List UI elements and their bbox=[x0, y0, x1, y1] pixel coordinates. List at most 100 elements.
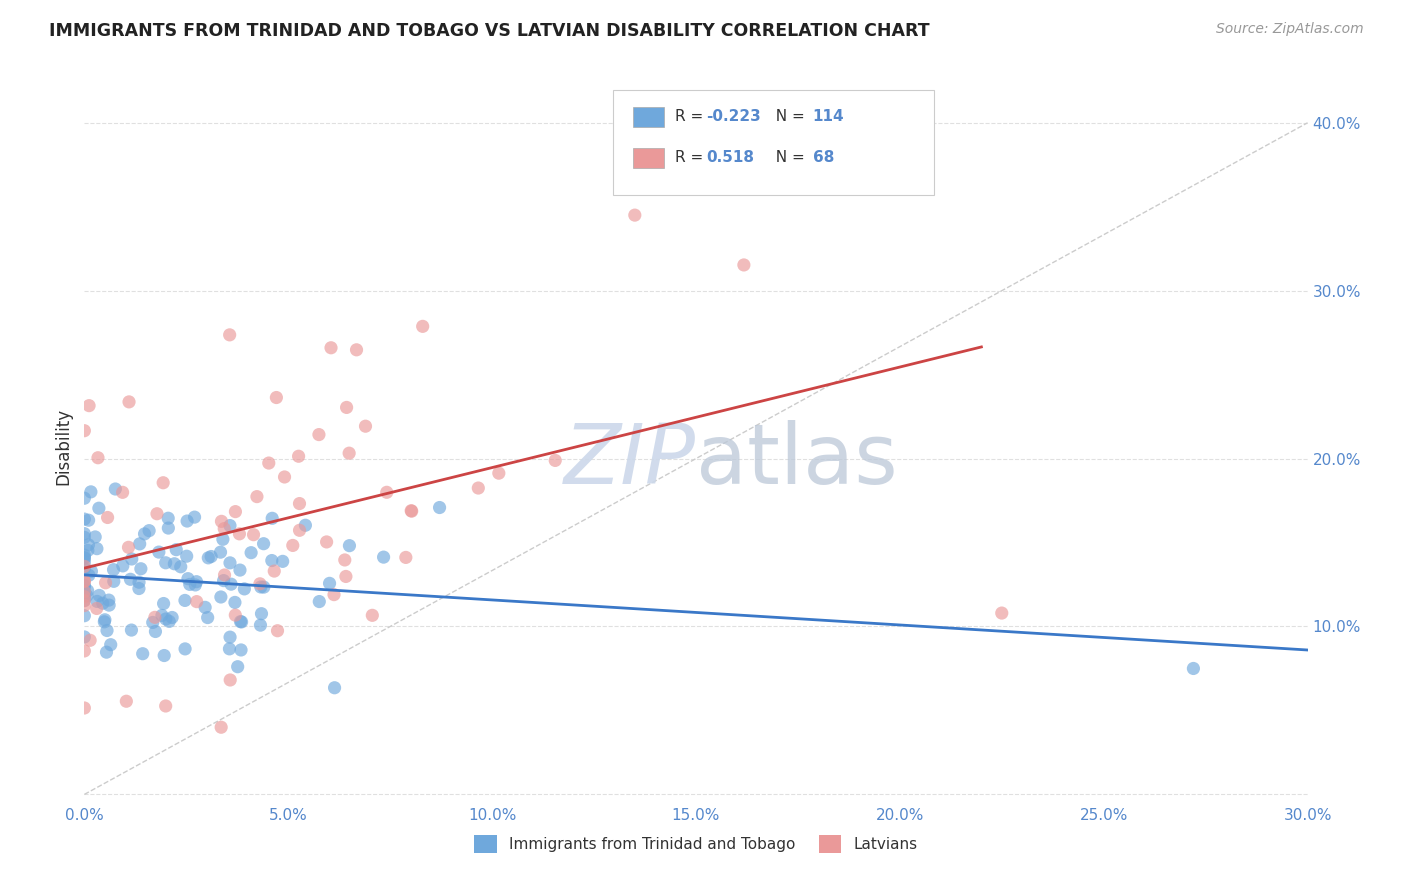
Point bbox=[155, 556, 177, 570]
Text: 114: 114 bbox=[813, 110, 844, 124]
Point bbox=[80, 484, 103, 499]
Point bbox=[103, 574, 125, 589]
Point bbox=[218, 327, 240, 342]
Point bbox=[91, 596, 114, 610]
Point bbox=[229, 615, 252, 629]
Point bbox=[73, 551, 96, 566]
Point bbox=[183, 510, 205, 524]
Point bbox=[84, 530, 107, 544]
Point bbox=[219, 518, 242, 533]
Point bbox=[339, 539, 361, 553]
Point bbox=[73, 530, 96, 544]
Point bbox=[249, 618, 271, 632]
Point bbox=[467, 481, 489, 495]
Point bbox=[288, 524, 311, 538]
Text: IMMIGRANTS FROM TRINIDAD AND TOBAGO VS LATVIAN DISABILITY CORRELATION CHART: IMMIGRANTS FROM TRINIDAD AND TOBAGO VS L… bbox=[49, 22, 929, 40]
Point bbox=[77, 399, 100, 413]
Point bbox=[73, 526, 96, 541]
Point bbox=[266, 391, 288, 405]
Point bbox=[194, 600, 217, 615]
Point bbox=[143, 610, 166, 624]
Point bbox=[249, 576, 271, 591]
Point bbox=[361, 608, 384, 623]
Point bbox=[73, 579, 96, 593]
Point bbox=[77, 568, 100, 582]
Point bbox=[97, 593, 120, 607]
Point bbox=[165, 542, 187, 557]
Point bbox=[73, 548, 96, 562]
Point bbox=[211, 514, 233, 528]
Point bbox=[336, 401, 359, 415]
Point bbox=[250, 607, 273, 621]
Point bbox=[219, 556, 242, 570]
Text: 0.518: 0.518 bbox=[706, 151, 754, 165]
Point bbox=[73, 593, 96, 607]
Point bbox=[219, 630, 242, 644]
Point bbox=[186, 574, 208, 589]
Point bbox=[488, 466, 510, 480]
Point bbox=[176, 549, 198, 564]
Point bbox=[148, 545, 170, 559]
Point bbox=[337, 446, 360, 460]
Point bbox=[200, 549, 222, 564]
Point bbox=[117, 541, 139, 555]
Point bbox=[197, 610, 219, 624]
Point bbox=[111, 558, 134, 573]
Point bbox=[87, 450, 110, 465]
Point bbox=[76, 543, 98, 558]
Point bbox=[152, 475, 174, 490]
Point bbox=[273, 470, 295, 484]
Point bbox=[229, 563, 252, 577]
Point bbox=[73, 512, 96, 526]
Point bbox=[73, 424, 96, 438]
Point bbox=[271, 554, 294, 568]
Point bbox=[121, 552, 143, 566]
Point bbox=[319, 341, 342, 355]
Point bbox=[104, 482, 127, 496]
Point bbox=[73, 491, 96, 506]
Point bbox=[157, 615, 180, 629]
Point bbox=[150, 608, 173, 623]
Point bbox=[231, 615, 253, 629]
Point bbox=[263, 564, 285, 578]
Point bbox=[152, 597, 174, 611]
Point bbox=[174, 641, 197, 656]
Point bbox=[73, 589, 96, 603]
Point bbox=[86, 541, 108, 556]
Point bbox=[197, 550, 219, 565]
Point bbox=[346, 343, 368, 357]
Text: atlas: atlas bbox=[696, 420, 897, 500]
Point bbox=[73, 586, 96, 600]
Point bbox=[249, 580, 271, 594]
Point bbox=[219, 577, 242, 591]
Point bbox=[128, 537, 150, 551]
Point bbox=[76, 589, 98, 603]
Point bbox=[98, 598, 121, 612]
Y-axis label: Disability: Disability bbox=[55, 408, 73, 484]
Point bbox=[73, 574, 96, 589]
Point bbox=[257, 456, 280, 470]
Text: ZIP: ZIP bbox=[564, 420, 696, 500]
Text: R =: R = bbox=[675, 110, 709, 124]
Point bbox=[624, 208, 647, 222]
Point bbox=[157, 521, 180, 535]
Point bbox=[146, 507, 169, 521]
Point bbox=[212, 574, 235, 588]
Text: R =: R = bbox=[675, 151, 713, 165]
Point bbox=[142, 615, 165, 630]
Point bbox=[79, 633, 101, 648]
Point bbox=[111, 485, 134, 500]
Point bbox=[94, 575, 117, 590]
Point bbox=[155, 698, 177, 713]
Point bbox=[266, 624, 288, 638]
Point bbox=[544, 453, 567, 467]
Point bbox=[93, 615, 115, 629]
Point bbox=[155, 612, 177, 626]
Point bbox=[157, 511, 180, 525]
Point bbox=[209, 590, 232, 604]
Point bbox=[395, 550, 418, 565]
Point bbox=[138, 524, 160, 538]
Point bbox=[242, 527, 264, 541]
Point bbox=[120, 623, 142, 637]
Point bbox=[73, 574, 96, 588]
